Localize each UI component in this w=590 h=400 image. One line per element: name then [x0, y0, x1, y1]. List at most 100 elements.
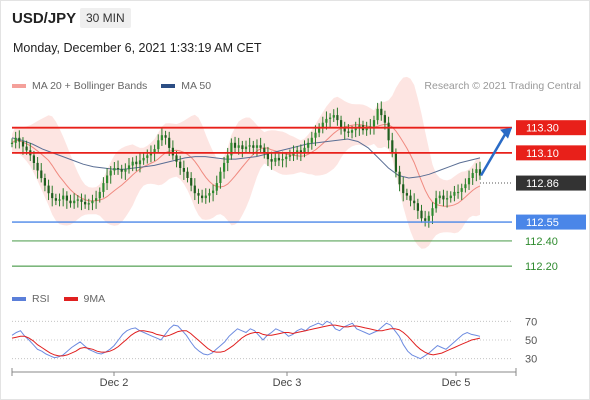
- candle-body: [58, 199, 61, 201]
- legend-label-9ma: 9MA: [83, 293, 106, 305]
- rsi-tick-30: 30: [525, 354, 537, 366]
- candle: [124, 163, 127, 180]
- candle-body: [438, 195, 441, 199]
- candle-body: [131, 161, 134, 166]
- candle: [87, 198, 90, 211]
- candle-body: [146, 155, 149, 158]
- candle: [186, 167, 189, 183]
- candle: [431, 202, 434, 224]
- level-box-112.55: [516, 214, 586, 230]
- candle-body: [76, 199, 79, 201]
- legend-swatch-rsi: [12, 297, 26, 301]
- candle-body: [69, 200, 72, 204]
- candle-body: [420, 210, 423, 219]
- candle-body: [266, 152, 269, 160]
- candle: [54, 193, 57, 206]
- level-label-113.10: 113.10: [526, 148, 559, 160]
- candle: [73, 193, 76, 209]
- candle: [343, 121, 346, 140]
- candle: [332, 109, 335, 123]
- candle-body: [43, 178, 46, 186]
- candle: [380, 101, 383, 121]
- candle-body: [467, 178, 471, 185]
- level-label-112.20: 112.20: [525, 261, 558, 273]
- candle: [164, 130, 167, 145]
- candle: [95, 190, 98, 209]
- timeframe-badge[interactable]: 30 MIN: [80, 8, 131, 28]
- candle-body: [405, 193, 408, 196]
- candle: [135, 155, 138, 172]
- candle: [409, 189, 412, 207]
- candle-body: [281, 159, 284, 161]
- candle-body: [372, 120, 376, 127]
- candle: [274, 153, 277, 167]
- candle: [438, 191, 441, 204]
- level-box-113.30: [516, 120, 586, 136]
- candle: [10, 138, 14, 148]
- candle: [116, 160, 120, 175]
- legend-label-ma20: MA 20 + Bollinger Bands: [32, 80, 148, 92]
- candle: [270, 151, 273, 170]
- candle-body: [314, 132, 317, 138]
- candle-body: [226, 155, 229, 163]
- candle-body: [277, 157, 280, 161]
- forecast-arrow-head: [500, 127, 512, 139]
- candle: [460, 183, 463, 201]
- candle: [113, 162, 116, 175]
- candle-body: [190, 178, 193, 186]
- candle: [329, 113, 332, 128]
- candle-body: [124, 169, 127, 172]
- candle-body: [475, 169, 478, 173]
- candle-body: [325, 118, 328, 123]
- candle-body: [398, 171, 401, 185]
- legend-label-ma50: MA 50: [181, 80, 212, 92]
- candle: [223, 157, 226, 179]
- candle-body: [127, 165, 131, 170]
- candle-body: [197, 193, 200, 196]
- candle: [318, 123, 321, 138]
- candle: [98, 187, 101, 203]
- candle-body: [208, 193, 211, 196]
- candle-body: [62, 195, 65, 200]
- candle-body: [91, 200, 94, 204]
- candle-body: [244, 146, 248, 150]
- candle: [127, 158, 131, 174]
- candle-body: [186, 171, 189, 178]
- level-label-112.40: 112.40: [525, 236, 558, 248]
- candle: [142, 153, 145, 165]
- candle: [18, 130, 21, 149]
- candle-body: [230, 142, 233, 156]
- candle-body: [460, 188, 463, 192]
- candle-body: [14, 137, 17, 143]
- candle: [51, 185, 54, 207]
- candle: [467, 170, 471, 190]
- candle: [131, 157, 134, 172]
- candle: [464, 178, 467, 193]
- candle-body: [164, 135, 167, 138]
- candle-body: [84, 201, 87, 205]
- candle: [204, 188, 207, 204]
- candle-body: [248, 145, 251, 147]
- candle-body: [391, 140, 394, 153]
- candle: [138, 152, 142, 173]
- candle: [314, 125, 317, 146]
- candle-body: [142, 157, 145, 161]
- x-tick-label-1: Dec 3: [273, 377, 302, 389]
- candle-body: [10, 142, 14, 144]
- candle: [80, 193, 83, 211]
- candle: [424, 210, 427, 227]
- candle-body: [350, 130, 354, 133]
- candle-body: [402, 184, 405, 194]
- candle: [248, 137, 251, 153]
- candle: [40, 163, 43, 183]
- candle: [215, 175, 218, 196]
- candle: [62, 188, 65, 207]
- candle: [182, 160, 185, 180]
- candle: [457, 184, 460, 199]
- candle: [354, 121, 357, 138]
- candle: [453, 185, 456, 202]
- candle: [120, 164, 123, 179]
- candle-body: [354, 127, 357, 131]
- candle-body: [303, 147, 306, 153]
- candle-body: [95, 198, 98, 201]
